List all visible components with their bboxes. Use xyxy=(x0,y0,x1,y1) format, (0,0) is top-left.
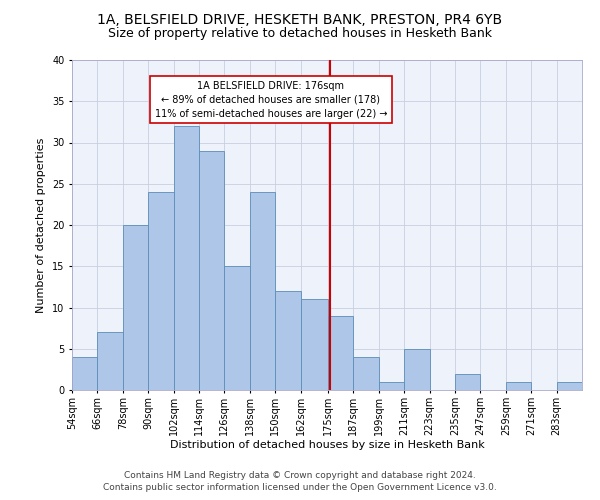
Bar xyxy=(557,382,582,390)
Bar xyxy=(173,126,199,390)
X-axis label: Distribution of detached houses by size in Hesketh Bank: Distribution of detached houses by size … xyxy=(170,440,484,450)
Text: Size of property relative to detached houses in Hesketh Bank: Size of property relative to detached ho… xyxy=(108,28,492,40)
Bar xyxy=(123,225,148,390)
Bar xyxy=(506,382,531,390)
Bar xyxy=(328,316,353,390)
Bar xyxy=(148,192,173,390)
Text: 1A BELSFIELD DRIVE: 176sqm
← 89% of detached houses are smaller (178)
11% of sem: 1A BELSFIELD DRIVE: 176sqm ← 89% of deta… xyxy=(155,80,387,118)
Bar xyxy=(199,151,224,390)
Bar xyxy=(250,192,275,390)
Bar xyxy=(379,382,404,390)
Bar xyxy=(404,349,430,390)
Bar xyxy=(275,291,301,390)
Bar xyxy=(224,266,250,390)
Y-axis label: Number of detached properties: Number of detached properties xyxy=(37,138,46,312)
Bar xyxy=(301,299,328,390)
Text: 1A, BELSFIELD DRIVE, HESKETH BANK, PRESTON, PR4 6YB: 1A, BELSFIELD DRIVE, HESKETH BANK, PREST… xyxy=(97,12,503,26)
Bar xyxy=(353,357,379,390)
Bar xyxy=(97,332,123,390)
Bar xyxy=(455,374,481,390)
Bar xyxy=(72,357,97,390)
Text: Contains HM Land Registry data © Crown copyright and database right 2024.
Contai: Contains HM Land Registry data © Crown c… xyxy=(103,471,497,492)
